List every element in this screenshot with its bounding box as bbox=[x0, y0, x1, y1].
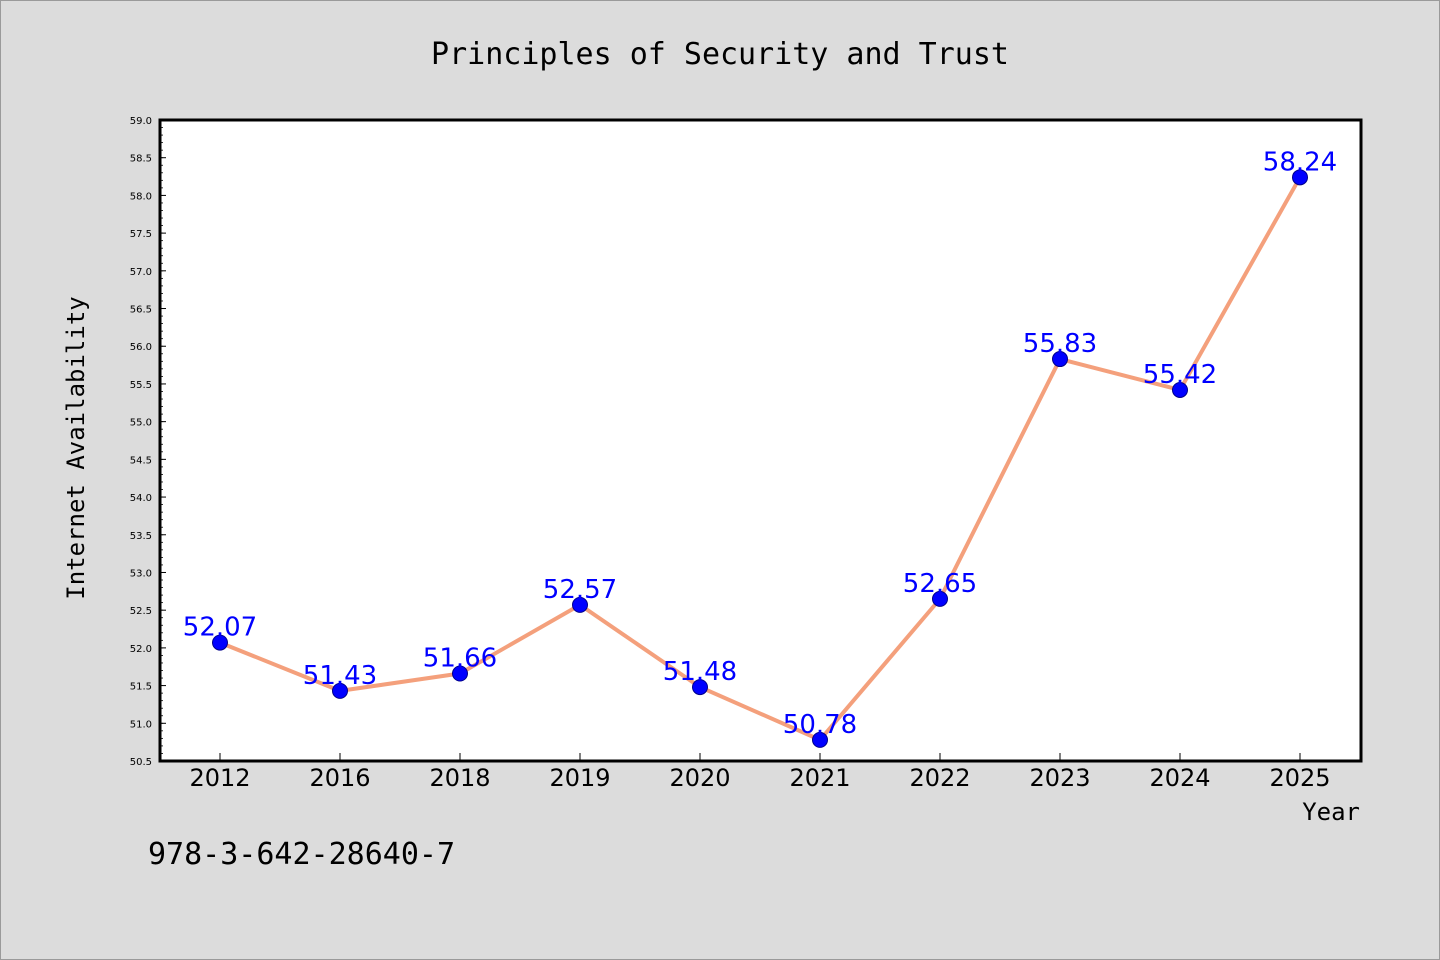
x-axis-label: Year bbox=[1302, 798, 1360, 826]
y-tick-label: 56.5 bbox=[130, 305, 152, 316]
x-tick-label: 2016 bbox=[309, 764, 370, 792]
footnote-isbn: 978-3-642-28640-7 bbox=[148, 837, 455, 872]
data-point bbox=[932, 590, 948, 607]
data-label: 51.43 bbox=[303, 661, 377, 691]
data-point bbox=[212, 634, 228, 651]
y-tick-label: 52.5 bbox=[130, 606, 152, 617]
data-point bbox=[572, 596, 588, 613]
y-tick-label: 51.0 bbox=[130, 719, 152, 730]
x-tick-label: 2022 bbox=[909, 764, 970, 792]
x-tick-label: 2020 bbox=[669, 764, 730, 792]
y-tick-label: 57.0 bbox=[130, 267, 152, 278]
data-label: 52.65 bbox=[903, 569, 977, 599]
plot-border bbox=[158, 118, 1363, 763]
y-tick-label: 53.5 bbox=[130, 531, 152, 542]
data-label: 55.42 bbox=[1143, 360, 1217, 390]
x-tick-label: 2021 bbox=[789, 764, 850, 792]
series-line bbox=[219, 176, 1302, 742]
x-tick-label: 2018 bbox=[429, 764, 490, 792]
data-label: 52.07 bbox=[183, 613, 257, 643]
data-label: 55.83 bbox=[1023, 329, 1097, 359]
series-group: 52.07 51.43 51.66 52.57 51.48 50.78 52.65 55.83… bbox=[183, 147, 1337, 748]
y-tick-label: 58.5 bbox=[130, 154, 152, 165]
data-point bbox=[1052, 351, 1068, 368]
y-tick-label: 56.0 bbox=[130, 342, 152, 353]
y-axis-label: Internet Availability bbox=[62, 296, 90, 599]
data-label: 51.66 bbox=[423, 644, 497, 674]
x-axis: 2012 2016 2018 2019 2020 2021 2022 2023 2024 2025 bbox=[189, 753, 1331, 792]
y-tick-label: 58.0 bbox=[130, 191, 152, 202]
data-label: 51.48 bbox=[663, 657, 737, 687]
y-tick-label: 59.0 bbox=[130, 116, 152, 127]
y-axis: 50.5 51.0 51.5 52.0 52.5 53.0 53.5 54.0 54.5 55.0… bbox=[130, 116, 166, 768]
data-label: 58.24 bbox=[1263, 147, 1337, 177]
data-label: 52.57 bbox=[543, 575, 617, 605]
data-point bbox=[812, 731, 828, 748]
data-label: 50.78 bbox=[783, 710, 857, 740]
data-point bbox=[332, 682, 348, 699]
y-tick-label: 50.5 bbox=[130, 757, 152, 768]
x-tick-label: 2012 bbox=[189, 764, 250, 792]
y-tick-label: 57.5 bbox=[130, 229, 152, 240]
y-tick-label: 55.5 bbox=[130, 380, 152, 391]
plot-area bbox=[160, 120, 1361, 761]
y-tick-label: 52.0 bbox=[130, 644, 152, 655]
data-point bbox=[692, 679, 708, 696]
y-tick-label: 51.5 bbox=[130, 682, 152, 693]
y-tick-label: 54.0 bbox=[130, 493, 152, 504]
y-tick-label: 55.0 bbox=[130, 418, 152, 429]
x-tick-label: 2024 bbox=[1149, 764, 1210, 792]
data-point bbox=[1172, 381, 1188, 398]
y-tick-label: 53.0 bbox=[130, 568, 152, 579]
chart-title: Principles of Security and Trust bbox=[431, 37, 1009, 72]
data-point bbox=[1292, 169, 1308, 186]
y-tick-label: 54.5 bbox=[130, 455, 152, 466]
x-tick-label: 2025 bbox=[1269, 764, 1330, 792]
x-tick-label: 2019 bbox=[549, 764, 610, 792]
x-tick-label: 2023 bbox=[1029, 764, 1090, 792]
data-point bbox=[452, 665, 468, 682]
